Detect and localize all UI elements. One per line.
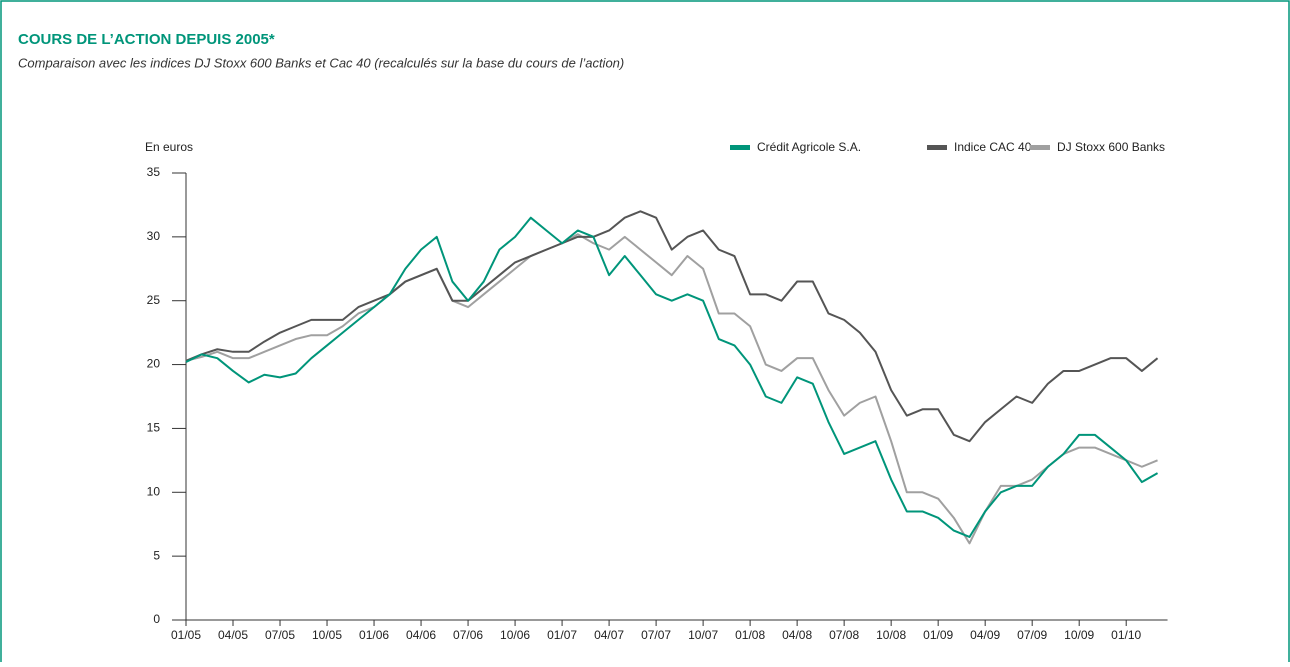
series-line	[185, 233, 1158, 545]
y-tick-label: 35	[147, 165, 161, 179]
x-tick-label: 07/06	[453, 628, 483, 642]
y-tick-label: 30	[147, 229, 161, 243]
series-line	[185, 216, 1159, 538]
x-tick-label: 10/07	[688, 628, 718, 642]
x-tick-label: 10/06	[500, 628, 530, 642]
legend-swatch	[927, 145, 947, 150]
x-tick-label: 10/09	[1064, 628, 1094, 642]
x-tick-label: 01/10	[1111, 628, 1141, 642]
x-tick-label: 04/05	[218, 628, 248, 642]
y-tick-label: 0	[153, 612, 160, 626]
y-tick-label: 15	[147, 421, 161, 435]
x-tick-label: 07/05	[265, 628, 295, 642]
legend-swatch	[1030, 145, 1050, 150]
x-tick-label: 04/07	[594, 628, 624, 642]
x-tick-label: 10/05	[312, 628, 342, 642]
x-tick-label: 01/09	[923, 628, 953, 642]
y-tick-label: 10	[147, 484, 161, 498]
chart-title: COURS DE L’ACTION DEPUIS 2005*	[18, 31, 275, 48]
x-tick-label: 04/06	[406, 628, 436, 642]
series-line	[185, 210, 1159, 443]
x-tick-label: 07/08	[829, 628, 859, 642]
legend-label: DJ Stoxx 600 Banks	[1057, 140, 1165, 154]
x-tick-label: 01/06	[359, 628, 389, 642]
y-tick-label: 25	[147, 293, 161, 307]
x-tick-label: 01/05	[171, 628, 201, 642]
y-tick-label: 5	[153, 548, 160, 562]
x-tick-label: 07/07	[641, 628, 671, 642]
x-tick-label: 01/07	[547, 628, 577, 642]
legend-swatch	[730, 145, 750, 150]
x-tick-label: 01/08	[735, 628, 765, 642]
x-tick-label: 04/09	[970, 628, 1000, 642]
x-tick-label: 04/08	[782, 628, 812, 642]
y-axis-label: En euros	[145, 140, 193, 154]
x-tick-label: 10/08	[876, 628, 906, 642]
legend-label: Crédit Agricole S.A.	[757, 140, 861, 154]
chart-subtitle: Comparaison avec les indices DJ Stoxx 60…	[18, 55, 624, 70]
y-tick-label: 20	[147, 357, 161, 371]
legend-label: Indice CAC 40	[954, 140, 1032, 154]
x-tick-label: 07/09	[1017, 628, 1047, 642]
